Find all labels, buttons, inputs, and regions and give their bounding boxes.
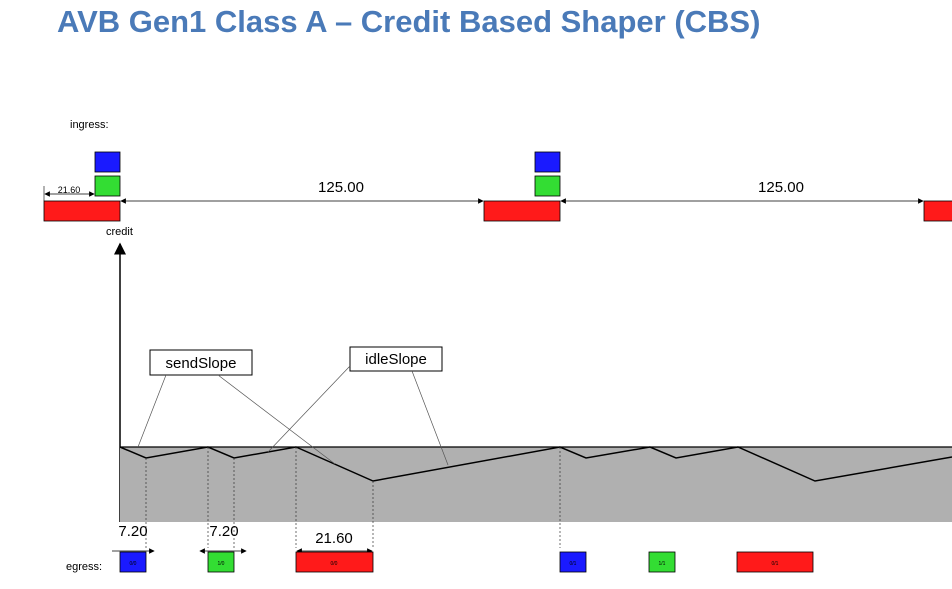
egress-frame-blue-2 xyxy=(559,551,587,573)
ingress-frame-green-2 xyxy=(534,175,561,197)
page-title: AVB Gen1 Class A – Credit Based Shaper (… xyxy=(57,4,761,39)
ingress-label: ingress: xyxy=(70,119,109,131)
egress-value-2: 7.20 xyxy=(209,523,238,540)
idle-slope-label: idleSlope xyxy=(365,351,427,368)
time-guides xyxy=(145,447,561,548)
egress-frame-text-5: 1/1 xyxy=(659,561,666,567)
ingress-frame-red-1 xyxy=(43,200,121,222)
idle-slope-leader-2 xyxy=(411,370,449,466)
egress-frame-red-2 xyxy=(736,551,814,573)
ingress-frame-green-1 xyxy=(94,175,121,197)
egress-frame-green-1 xyxy=(207,551,235,573)
egress-frame-text-2: 1/0 xyxy=(218,561,225,567)
egress-frame-green-2 xyxy=(648,551,676,573)
credit-area xyxy=(120,447,952,522)
egress-value-1: 7.20 xyxy=(118,523,147,540)
egress-frame-text-6: 0/1 xyxy=(772,561,779,567)
ingress-frame-red-2 xyxy=(483,200,561,222)
interval-value-2: 125.00 xyxy=(758,179,804,196)
credit-axis-label: credit xyxy=(106,226,133,238)
ingress-burst-value: 21.60 xyxy=(58,185,81,195)
idle-slope-callout xyxy=(349,346,443,372)
egress-frame-red-1 xyxy=(295,551,374,573)
send-slope-callout xyxy=(149,349,253,376)
egress-frame-text-1: 0/0 xyxy=(130,561,137,567)
interval-value-1: 125.00 xyxy=(318,179,364,196)
idle-slope-leader-1 xyxy=(267,365,351,453)
egress-frame-blue-1 xyxy=(119,551,147,573)
send-slope-leader-1 xyxy=(137,374,167,448)
ingress-frame-blue-2 xyxy=(534,151,561,173)
ingress-frame-blue-1 xyxy=(94,151,121,173)
egress-frame-text-3: 0/0 xyxy=(331,561,338,567)
ingress-frame-red-3 xyxy=(923,200,952,222)
egress-value-3: 21.60 xyxy=(315,530,353,547)
send-slope-label: sendSlope xyxy=(166,355,237,372)
send-slope-leader-2 xyxy=(217,374,336,465)
egress-label: egress: xyxy=(66,561,102,573)
egress-frame-text-4: 0/1 xyxy=(570,561,577,567)
